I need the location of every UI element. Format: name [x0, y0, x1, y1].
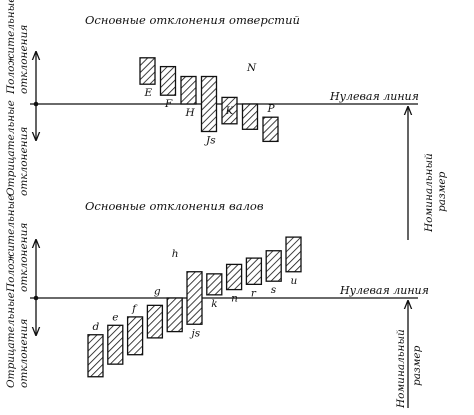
holes-box-Js	[200, 75, 218, 133]
holes-nominal-label-1: Номинальный	[423, 153, 435, 233]
shafts-label-s: s	[271, 284, 277, 296]
shafts-box-h	[166, 297, 183, 333]
holes-label-P: P	[267, 103, 276, 115]
shafts-box-s	[265, 250, 282, 282]
holes-title: Основные отклонения отверстий	[85, 13, 300, 27]
shafts-label-n: n	[231, 293, 238, 305]
shafts-label-f: f	[131, 303, 138, 315]
shafts-section: Основные отклонения валов Положительные …	[5, 195, 429, 409]
shafts-label-g: g	[154, 285, 161, 297]
holes-box-N	[241, 103, 259, 130]
shafts-label-r: r	[251, 287, 257, 299]
holes-negative-label-1: Отрицательные	[5, 100, 17, 196]
holes-negative-label-2: отклонения	[18, 127, 30, 196]
shafts-nominal-label-1: Номинальный	[395, 329, 407, 409]
shafts-box-n	[225, 263, 243, 291]
holes-box-P	[262, 116, 279, 143]
shafts-label-e: e	[112, 311, 118, 323]
shafts-negative-label-1: Отрицательные	[5, 292, 17, 388]
shafts-box-g	[146, 304, 164, 339]
holes-zero-line-label: Нулевая линия	[329, 90, 419, 103]
shafts-box-f	[126, 316, 144, 356]
shafts-label-d: d	[93, 321, 100, 333]
holes-box-E	[139, 57, 156, 85]
holes-section: Основные отклонения отверстий Положитель…	[5, 0, 448, 240]
shafts-negative-label-2: отклонения	[18, 319, 30, 388]
holes-positive-label-2: отклонения	[18, 25, 30, 94]
shafts-box-e	[107, 324, 124, 365]
holes-label-F: F	[164, 98, 173, 110]
shafts-box-d	[87, 334, 104, 378]
shafts-zero-line-label: Нулевая линия	[339, 284, 429, 297]
holes-label-K: K	[225, 105, 235, 117]
holes-label-H: H	[185, 107, 196, 119]
holes-box-F	[159, 65, 177, 96]
shafts-box-js	[186, 271, 203, 325]
shafts-positive-label-2: отклонения	[18, 223, 30, 292]
shafts-label-h: h	[172, 248, 179, 260]
shafts-label-k: k	[211, 298, 217, 310]
shafts-box-r	[245, 257, 263, 286]
shafts-nominal-label-2: размер	[411, 345, 423, 386]
holes-nominal-label-2: размер	[436, 171, 448, 212]
shafts-positive-label-1: Положительные	[5, 195, 17, 293]
shafts-deviation-boxes: de f g h js k n r s u	[87, 236, 302, 378]
shafts-title: Основные отклонения валов	[85, 199, 264, 213]
holes-label-E: E	[144, 87, 153, 99]
shafts-box-u	[285, 236, 302, 273]
holes-deviation-boxes: EFH Js K N P	[139, 57, 279, 147]
shafts-label-js: js	[190, 327, 201, 339]
holes-box-K	[221, 96, 238, 125]
holes-label-N: N	[246, 62, 257, 74]
shafts-box-k	[206, 273, 223, 296]
holes-positive-label-1: Положительные	[5, 0, 17, 95]
shafts-label-u: u	[291, 275, 298, 287]
holes-label-Js: Js	[204, 135, 216, 147]
holes-box-H	[180, 75, 197, 105]
